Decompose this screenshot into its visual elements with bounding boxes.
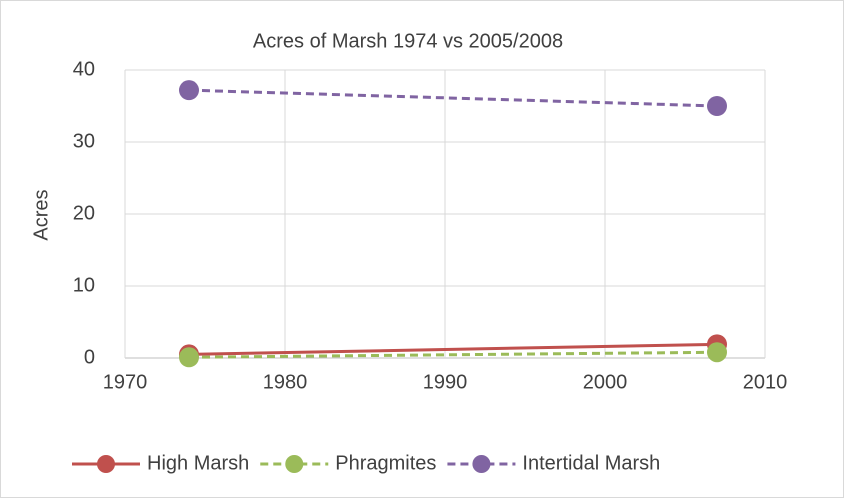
y-tick-label: 30 [73,130,95,152]
x-tick-label: 1970 [103,371,148,393]
y-axis-label: Acres [30,189,52,240]
series-line [188,350,718,359]
data-point [707,96,727,116]
legend-marker [97,455,115,473]
legend-marker [472,455,491,473]
data-point [179,347,199,368]
legend-label: Intertidal Marsh [522,452,660,474]
y-tick-label: 20 [73,202,95,224]
legend-label: High Marsh [147,452,249,474]
legend-marker [285,455,304,473]
data-point [707,342,727,363]
data-point [179,80,199,101]
x-tick-label: 2010 [743,371,788,393]
y-tick-label: 40 [73,58,95,80]
y-tick-label: 0 [84,346,95,368]
y-tick-label: 10 [73,274,95,296]
series-line [188,88,718,108]
x-tick-label: 1990 [423,371,468,393]
x-tick-label: 1980 [263,371,308,393]
legend-label: Phragmites [335,452,436,474]
series-line [188,342,718,356]
chart-title: Acres of Marsh 1974 vs 2005/2008 [253,30,563,52]
x-tick-label: 2000 [583,371,628,393]
